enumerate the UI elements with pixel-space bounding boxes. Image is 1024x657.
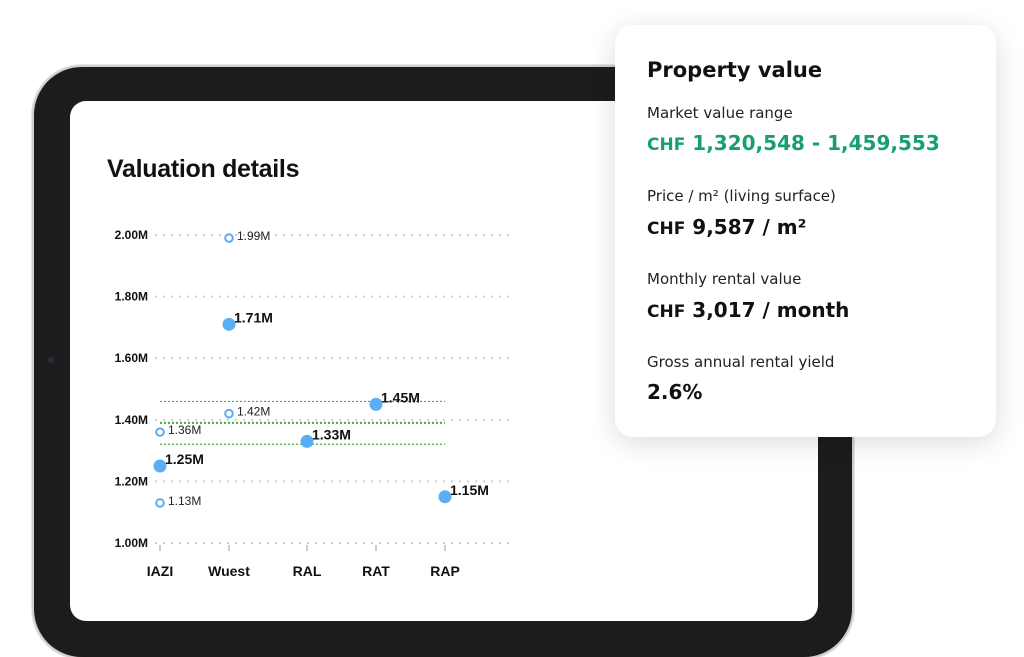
valuation-title: Valuation details (107, 155, 300, 183)
yield-label: Gross annual rental yield (647, 353, 835, 371)
y-tick-label: 1.80M (115, 290, 148, 304)
card-title: Property value (647, 58, 823, 82)
data-point (155, 427, 165, 437)
property-value-card: Property value Market value range CHF 1,… (615, 25, 996, 437)
data-label: 1.99M (237, 229, 270, 243)
tablet-volume-button (31, 110, 35, 136)
data-point (438, 490, 452, 504)
market-value-label: Market value range (647, 104, 793, 122)
data-point (369, 397, 383, 411)
rent-amount: 3,017 / month (692, 298, 850, 322)
rent-value: CHF 3,017 / month (647, 298, 849, 322)
data-label: 1.25M (165, 451, 204, 467)
x-tick-label: RAP (430, 563, 460, 579)
data-point (222, 317, 236, 331)
data-point (155, 498, 165, 508)
y-tick-label: 1.00M (115, 536, 148, 550)
data-point (300, 434, 314, 448)
data-label: 1.45M (381, 389, 420, 405)
x-tick-label: RAL (293, 563, 322, 579)
data-label: 1.33M (312, 426, 351, 442)
tablet-top-button (98, 64, 132, 68)
data-point (224, 408, 234, 419)
y-tick-label: 1.20M (115, 474, 148, 488)
camera-icon (48, 357, 54, 363)
market-currency: CHF (647, 135, 686, 155)
data-label: 1.42M (237, 405, 270, 419)
data-label: 1.71M (234, 309, 273, 325)
data-label: 1.36M (168, 423, 201, 437)
x-tick-label: Wuest (208, 563, 250, 579)
x-tick-label: IAZI (147, 563, 173, 579)
price-value: CHF 9,587 / m² (647, 215, 806, 239)
y-tick-label: 1.60M (115, 351, 148, 365)
data-label: 1.15M (450, 482, 489, 498)
rent-currency: CHF (647, 302, 686, 322)
price-currency: CHF (647, 219, 686, 239)
data-label: 1.13M (168, 494, 201, 508)
data-point (224, 233, 234, 243)
market-value: CHF 1,320,548 - 1,459,553 (647, 131, 940, 155)
price-amount: 9,587 / m² (692, 215, 807, 239)
data-point (153, 459, 167, 473)
market-value-range: 1,320,548 - 1,459,553 (692, 131, 940, 155)
rent-label: Monthly rental value (647, 270, 802, 288)
yield-value: 2.6% (647, 380, 703, 404)
y-tick-label: 1.40M (115, 413, 148, 427)
price-label: Price / m² (living surface) (647, 187, 836, 205)
y-tick-label: 2.00M (115, 228, 148, 242)
x-tick-label: RAT (362, 563, 390, 579)
